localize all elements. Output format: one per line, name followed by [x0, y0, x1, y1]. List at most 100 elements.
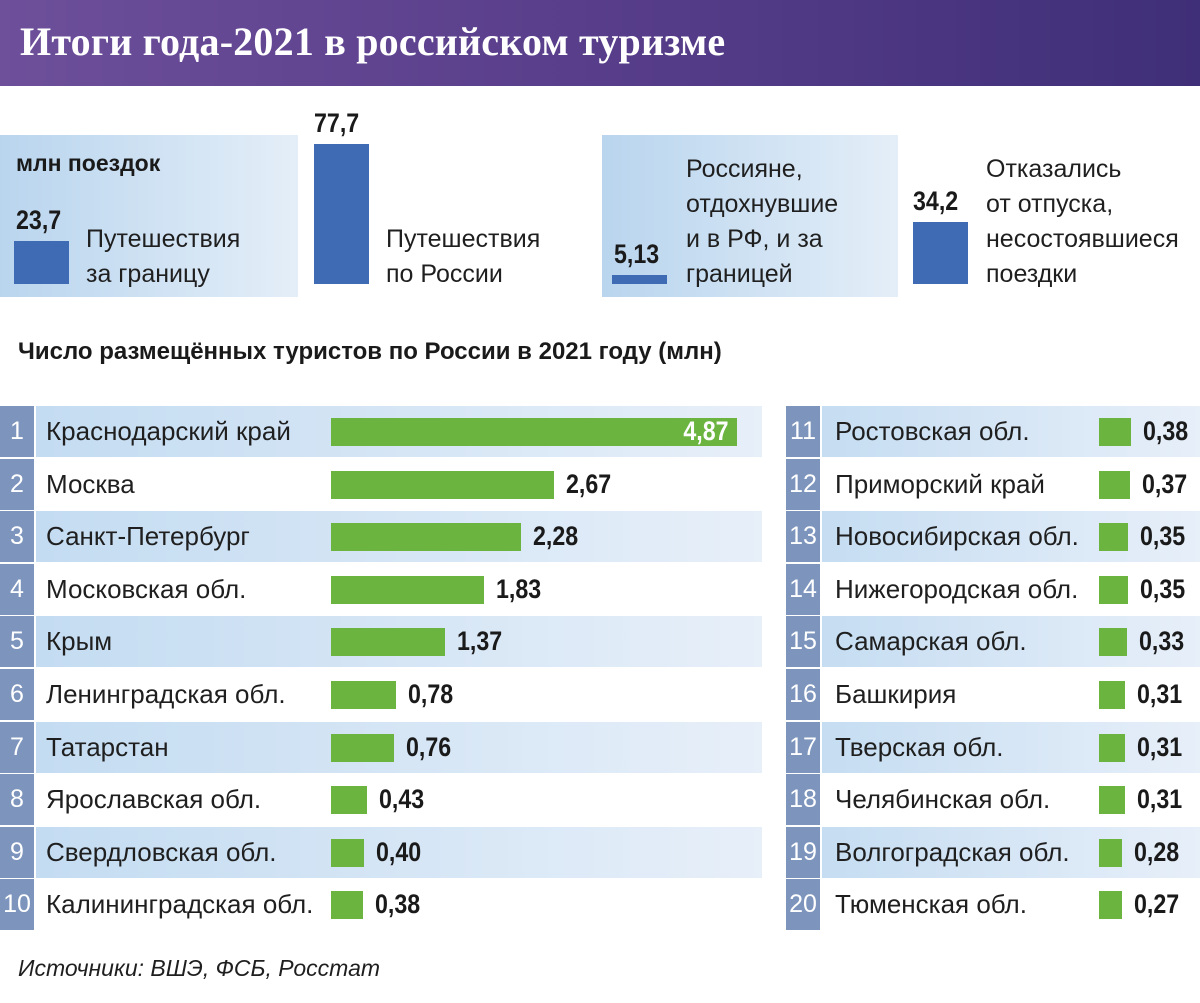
region-label: Тверская обл.: [835, 731, 1004, 762]
rank-badge: 6: [0, 669, 36, 720]
summary-label-line: Путешествия: [386, 225, 541, 253]
ranking-bar: [1099, 681, 1125, 709]
ranking-row: 12 Приморский край 0,37: [786, 458, 1200, 510]
summary-label-4: Отказались от отпуска, несостоявшиеся поезд…: [986, 152, 1179, 292]
rank-badge: 7: [0, 721, 36, 773]
ranking-row: 4 Московская обл. 1,83: [0, 563, 762, 615]
ranking-value: 0,43: [378, 784, 425, 815]
ranking-value: 2,28: [533, 521, 579, 552]
ranking-value: 1,37: [457, 626, 503, 657]
summary-bar-4: [913, 222, 968, 284]
ranking-bar: [331, 786, 367, 815]
region-label: Ярославская обл.: [46, 784, 262, 815]
summary-value-1: 23,7: [16, 205, 62, 236]
summary-label-line: Отказались: [986, 155, 1122, 183]
ranking-bar: [331, 891, 363, 920]
ranking-bar: [1099, 786, 1125, 815]
region-label: Крым: [46, 626, 113, 657]
region-label: Москва: [46, 468, 135, 499]
ranking-row: 13 Новосибирская обл. 0,35: [786, 511, 1200, 563]
ranking-bar: [1099, 838, 1123, 867]
region-label: Самарская обл.: [835, 626, 1027, 657]
summary-label-line: и в РФ, и за: [686, 225, 823, 253]
region-label: Приморский край: [835, 468, 1045, 499]
ranking-bar: [1099, 418, 1131, 446]
rank-badge: 20: [786, 879, 822, 931]
ranking-value: 0,37: [1141, 468, 1188, 499]
ranking-value: 0,76: [406, 731, 452, 762]
rank-badge: 16: [786, 669, 822, 720]
ranking-bar: [331, 681, 397, 709]
ranking-value: 1,83: [495, 573, 541, 604]
ranking-bar: [1099, 575, 1129, 604]
ranking-value: 0,31: [1136, 784, 1183, 815]
summary-bar-1: [14, 241, 69, 284]
ranking-value: 4,87: [683, 416, 729, 446]
header-banner: Итоги года-2021 в российском туризме: [0, 0, 1200, 86]
ranking-row: 7 Татарстан 0,76: [0, 721, 762, 773]
summary-label-line: по России: [386, 260, 503, 288]
ranking-row: 2 Москва 2,67: [0, 458, 762, 510]
rank-badge: 3: [0, 511, 36, 563]
region-label: Свердловская обл.: [46, 836, 277, 867]
summary-label-3: Россияне, отдохнувшие и в РФ, и за границей: [686, 152, 838, 292]
summary-label-line: границей: [686, 260, 793, 288]
summary-value-4: 34,2: [913, 186, 959, 217]
summary-label-line: от отпуска,: [986, 190, 1114, 218]
rank-badge: 19: [786, 826, 822, 878]
ranking-value: 0,78: [408, 679, 454, 709]
region-label: Татарстан: [46, 731, 169, 762]
region-label: Ленинградская обл.: [46, 679, 286, 709]
summary-label-line: Россияне,: [686, 155, 803, 183]
region-label: Челябинская обл.: [835, 784, 1051, 815]
region-label: Новосибирская обл.: [835, 521, 1079, 552]
ranking-row: 6 Ленинградская обл. 0,78: [0, 669, 762, 720]
rank-badge: 2: [0, 458, 36, 510]
ranking-row: 10 Калининградская обл. 0,38: [0, 879, 762, 931]
summary-value-2: 77,7: [314, 108, 360, 138]
page-title: Итоги года-2021 в российском туризме: [20, 19, 726, 64]
ranking-bar: [331, 418, 737, 446]
ranking-row: 14 Нижегородская обл. 0,35: [786, 563, 1200, 615]
rank-badge: 5: [0, 616, 36, 668]
ranking-bar: [1099, 891, 1122, 920]
region-label: Ростовская обл.: [835, 416, 1030, 446]
summary-bar-2: [314, 144, 369, 284]
rank-badge: 10: [0, 879, 36, 931]
rank-badge: 9: [0, 826, 36, 878]
summary-label-1: Путешествия за границу: [86, 222, 240, 292]
rank-badge: 11: [786, 406, 822, 457]
ranking-bar: [331, 628, 446, 657]
ranking-row: 3 Санкт-Петербург 2,28: [0, 511, 762, 563]
ranking-value: 0,31: [1136, 679, 1183, 709]
ranking-value: 0,35: [1140, 521, 1186, 552]
ranking-value: 0,35: [1140, 573, 1186, 604]
ranking-row: 18 Челябинская обл. 0,31: [786, 774, 1200, 826]
summary-value-3: 5,13: [614, 238, 660, 269]
rank-badge: 13: [786, 511, 822, 563]
rank-badge: 4: [0, 563, 36, 615]
summary-label-line: несостоявшиеся: [986, 225, 1179, 253]
summary-unit-label: млн поездок: [16, 150, 161, 176]
ranking-bar: [1099, 733, 1125, 762]
region-label: Тюменская обл.: [835, 889, 1027, 920]
ranking-bar: [1099, 523, 1129, 552]
region-label: Башкирия: [835, 679, 957, 709]
ranking-value: 0,31: [1136, 731, 1183, 762]
ranking-value: 2,67: [565, 468, 611, 499]
ranking-row: 5 Крым 1,37: [0, 616, 762, 668]
ranking-value: 0,33: [1138, 626, 1184, 657]
ranking-row: 19 Волгоградская обл. 0,28: [786, 826, 1200, 878]
ranking-bar: [331, 575, 484, 604]
ranking-chart-title: Число размещённых туристов по России в 2…: [18, 338, 722, 365]
ranking-bar: [331, 733, 395, 762]
ranking-bar: [331, 523, 522, 552]
ranking-row: 17 Тверская обл. 0,31: [786, 721, 1200, 773]
ranking-row: 11 Ростовская обл. 0,38: [786, 406, 1200, 457]
region-label: Волгоградская обл.: [835, 836, 1070, 867]
summary-label-line: Путешествия: [86, 225, 241, 253]
ranking-row: 20 Тюменская обл. 0,27: [786, 879, 1200, 931]
ranking-value: 0,27: [1133, 889, 1179, 920]
source-note: Источники: ВШЭ, ФСБ, Росстат: [18, 955, 381, 981]
region-label: Санкт-Петербург: [46, 521, 250, 552]
